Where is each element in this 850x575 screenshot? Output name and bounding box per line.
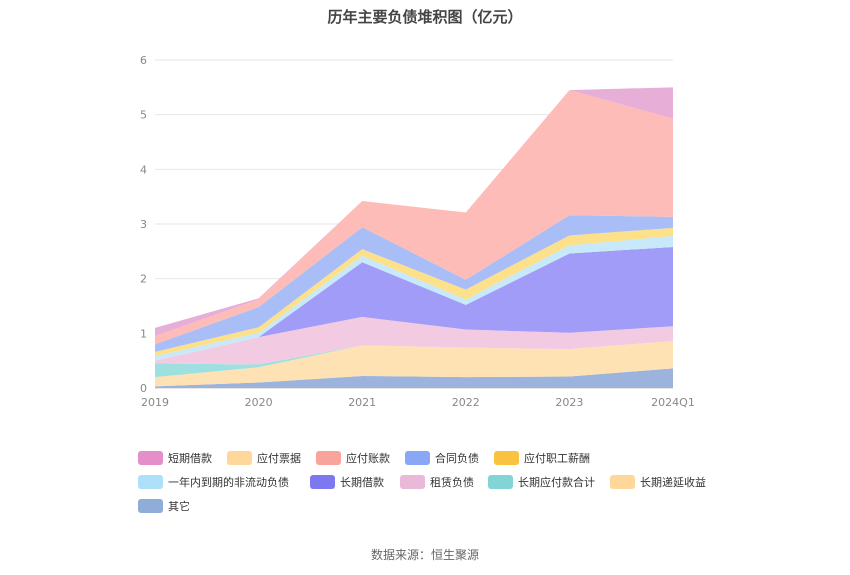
y-tick-label: 6 [140,54,147,67]
legend-item[interactable]: 应付账款 [316,451,390,465]
area-series [155,87,673,388]
y-tick-label: 2 [140,273,147,286]
legend-label: 应付职工薪酬 [524,451,590,465]
area-0[interactable] [155,368,673,388]
legend-item[interactable]: 其它 [138,499,190,513]
legend-swatch [494,451,519,465]
area-4[interactable] [155,246,673,361]
legend-item[interactable]: 合同负债 [405,451,479,465]
legend-swatch [138,499,163,513]
legend-item[interactable]: 应付职工薪酬 [494,451,590,465]
legend-label: 长期递延收益 [640,475,706,489]
x-tick-label: 2021 [348,396,376,409]
legend-label: 租赁负债 [430,475,474,489]
legend-label: 一年内到期的非流动负债 [168,475,289,489]
legend-label: 长期借款 [340,475,384,489]
legend-swatch [138,475,163,489]
legend-item[interactable]: 一年内到期的非流动负债 [138,475,289,489]
chart-title: 历年主要负债堆积图（亿元） [327,8,522,26]
x-axis: 2019 2020 2021 2022 2023 2024Q1 [141,396,695,409]
y-tick-label: 3 [140,218,147,231]
y-tick-label: 4 [140,163,147,176]
y-axis: 0 1 2 3 4 5 6 [140,54,147,395]
legend-swatch [488,475,513,489]
legend-swatch [227,451,252,465]
x-tick-label: 2020 [245,396,273,409]
area-3[interactable] [155,316,673,365]
legend-swatch [310,475,335,489]
legend-item[interactable]: 短期借款 [138,451,212,465]
legend-item[interactable]: 长期应付款合计 [488,475,595,489]
legend-swatch [316,451,341,465]
legend-label: 应付票据 [257,451,301,465]
y-tick-label: 1 [140,327,147,340]
legend-item[interactable]: 租赁负债 [400,475,474,489]
y-tick-label: 5 [140,109,147,122]
area-1[interactable] [155,340,673,387]
legend-swatch [610,475,635,489]
y-tick-label: 0 [140,382,147,395]
x-tick-label: 2019 [141,396,169,409]
legend-label: 合同负债 [435,451,479,465]
area-7[interactable] [155,215,673,352]
legend-label: 长期应付款合计 [518,475,595,489]
x-tick-label: 2024Q1 [651,396,695,409]
area-6[interactable] [155,227,673,357]
area-5[interactable] [155,236,673,361]
legend-item[interactable]: 应付票据 [227,451,301,465]
data-source: 数据来源：恒生聚源 [371,547,479,562]
legend-swatch [138,451,163,465]
legend-label: 短期借款 [168,451,212,465]
x-tick-label: 2023 [555,396,583,409]
area-8[interactable] [155,90,673,345]
legend-swatch [405,451,430,465]
legend-label: 其它 [168,499,190,513]
legend-label: 应付账款 [346,451,390,465]
legend-item[interactable]: 长期借款 [310,475,384,489]
legend-item[interactable]: 长期递延收益 [610,475,706,489]
x-tick-label: 2022 [452,396,480,409]
legend-swatch [400,475,425,489]
